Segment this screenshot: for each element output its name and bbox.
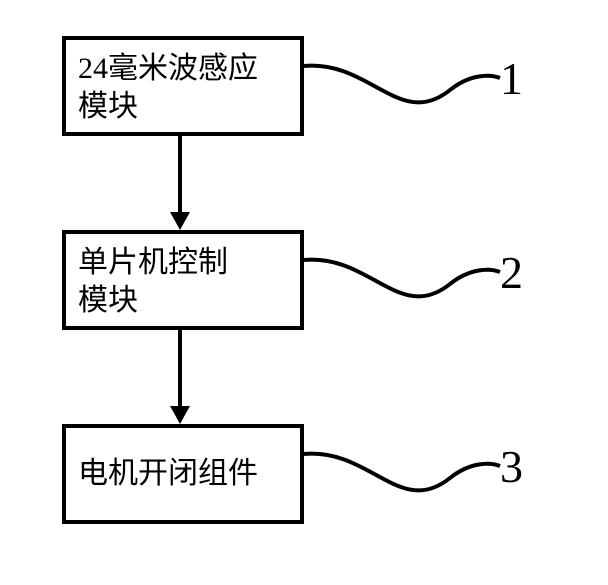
callout-3-path: [304, 454, 500, 491]
callout-1-label: 1: [500, 52, 523, 105]
callout-2-label: 2: [500, 246, 523, 299]
diagram-canvas: 24毫米波感应 模块 单片机控制 模块 电机开闭组件 1 2 3: [0, 0, 608, 585]
callout-3-label: 3: [500, 440, 523, 493]
